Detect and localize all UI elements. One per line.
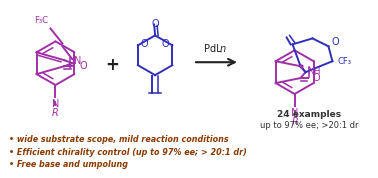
Text: N: N	[291, 108, 298, 118]
Text: CF₃: CF₃	[338, 57, 352, 66]
Text: R: R	[52, 108, 59, 118]
Text: 24 examples: 24 examples	[277, 110, 342, 119]
Text: PdL: PdL	[204, 44, 221, 54]
Text: NH: NH	[308, 67, 321, 76]
Text: N: N	[74, 56, 82, 66]
Text: O: O	[151, 19, 159, 28]
Text: up to 97% ee; >20:1 dr: up to 97% ee; >20:1 dr	[260, 121, 359, 130]
Text: O: O	[162, 39, 169, 49]
Text: N: N	[52, 99, 59, 109]
Text: F₃C: F₃C	[34, 15, 48, 25]
Text: • Efficient chirality control (up to 97% ee; > 20:1 dr): • Efficient chirality control (up to 97%…	[9, 148, 246, 156]
Text: +: +	[105, 56, 119, 74]
Text: O: O	[332, 37, 339, 47]
Text: O: O	[313, 73, 320, 83]
Text: R: R	[291, 117, 298, 127]
Text: • wide substrate scope, mild reaction conditions: • wide substrate scope, mild reaction co…	[9, 135, 228, 144]
Text: O: O	[79, 61, 87, 71]
Text: O: O	[141, 39, 149, 49]
Text: n: n	[219, 44, 225, 54]
Text: • Free base and umpolung: • Free base and umpolung	[9, 160, 128, 169]
